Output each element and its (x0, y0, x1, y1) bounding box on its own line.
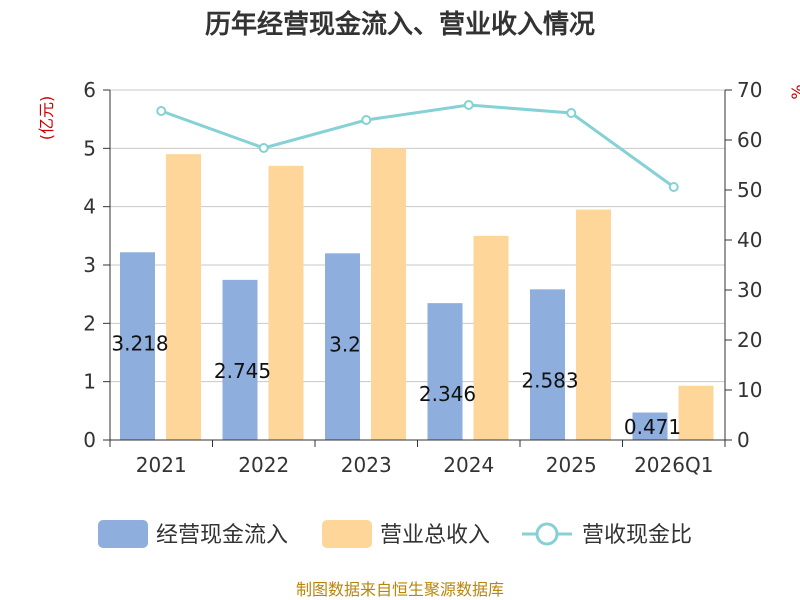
legend-label-ratio: 营收现金比 (582, 523, 692, 548)
left-tick-label: 6 (83, 78, 96, 102)
legend-label-revenue: 营业总收入 (380, 523, 490, 548)
bar-cash-inflow (632, 412, 668, 440)
bar-cash-inflow (222, 279, 258, 440)
bar-revenue (473, 235, 509, 440)
bar-revenue (268, 165, 304, 441)
right-tick-label: 10 (737, 378, 762, 402)
left-axis-unit: (亿元) (37, 96, 56, 141)
x-tick-label: 2026Q1 (634, 453, 713, 477)
line-point (156, 106, 167, 116)
source-note: 制图数据来自恒生聚源数据库 (296, 580, 504, 599)
left-tick-label: 4 (83, 195, 96, 219)
data-label: 2.346 (419, 382, 476, 406)
legend-swatch-cash-inflow (98, 520, 148, 548)
line-point (258, 143, 269, 153)
line-path (160, 103, 675, 189)
grid (110, 89, 725, 383)
right-tick-label: 0 (737, 428, 750, 452)
left-tick-label: 5 (83, 136, 96, 160)
right-tick-label: 70 (737, 78, 762, 102)
data-label: 2.583 (521, 368, 578, 392)
legend-label-cash-inflow: 经营现金流入 (156, 523, 288, 548)
data-label: 0.471 (624, 415, 681, 439)
data-label: 3.218 (111, 331, 168, 355)
line-point (463, 100, 474, 110)
data-label: 3.2 (329, 332, 361, 356)
right-tick-label: 40 (737, 228, 762, 252)
right-tick-label: 60 (737, 128, 762, 152)
x-tick-label: 2022 (238, 453, 289, 477)
left-tick-label: 0 (83, 428, 96, 452)
left-tick-label: 3 (83, 253, 96, 277)
right-tick-label: 50 (737, 178, 762, 202)
bar-revenue (576, 209, 611, 440)
bar-revenue (166, 154, 201, 440)
data-label: 2.745 (214, 359, 271, 383)
legend-swatch-revenue (322, 520, 372, 548)
line-point (668, 182, 679, 192)
right-tick-label: 20 (737, 328, 762, 352)
x-tick-label: 2023 (341, 453, 392, 477)
bar-cash-inflow (120, 252, 155, 440)
bar-revenue (678, 385, 714, 440)
legend: 经营现金流入 营业总收入 营收现金比 (98, 520, 692, 548)
line-series (156, 100, 679, 192)
left-tick-label: 2 (83, 311, 96, 335)
data-labels: 3.218 2.745 3.2 2.346 2.583 0.471 (111, 331, 681, 439)
right-axis-unit: % (788, 84, 800, 99)
line-point (566, 108, 577, 118)
chart-title: 历年经营现金流入、营业收入情况 (205, 9, 595, 40)
bar-cash-inflow (530, 289, 565, 440)
line-point (361, 115, 372, 125)
x-tick-label: 2025 (546, 453, 597, 477)
right-tick-label: 30 (737, 278, 762, 302)
bar-revenue (371, 148, 406, 441)
left-tick-label: 1 (83, 370, 96, 394)
x-tick-label: 2021 (136, 453, 187, 477)
legend-marker-ratio (535, 522, 559, 546)
x-tick-label: 2024 (443, 453, 494, 477)
bars (120, 148, 714, 441)
bar-cash-inflow (427, 303, 463, 440)
bar-cash-inflow (325, 253, 360, 440)
